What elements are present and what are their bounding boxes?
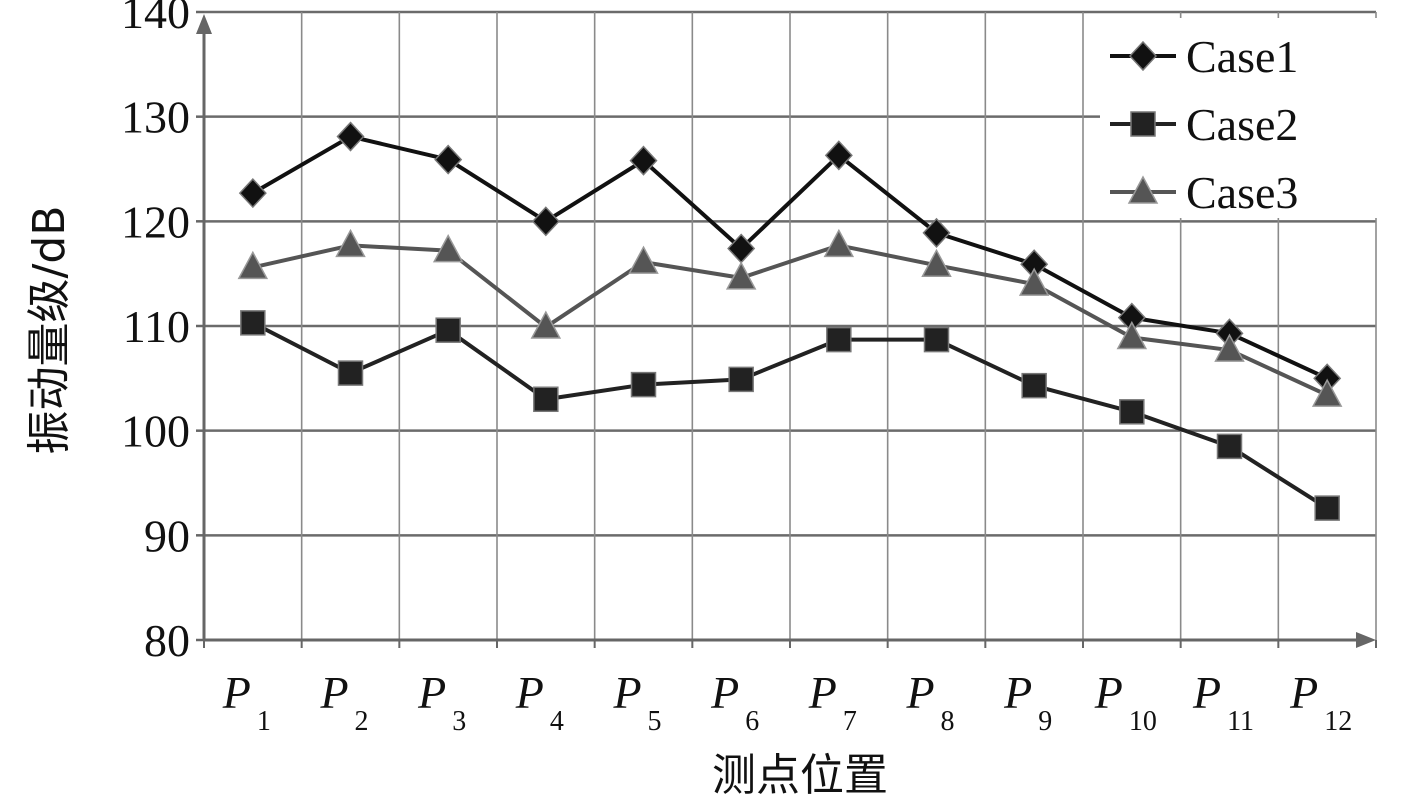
point-case2-p4 <box>533 386 559 413</box>
grid-lines <box>204 10 1377 640</box>
x-tick-label-9: P9 <box>1003 667 1052 737</box>
x-tick-label-7: P7 <box>808 667 857 737</box>
y-tick-label-120: 120 <box>121 196 190 247</box>
x-tick-labels: P1 P2 P3 P4 P5 P6 P7 P8 P9 P10 P11 P12 <box>222 667 1352 737</box>
x-tick-subscript-2: 2 <box>355 706 369 737</box>
point-case3-p9 <box>1018 267 1050 296</box>
x-tick-subscript-1: 1 <box>257 706 271 737</box>
legend: Case1 Case2 Case3 <box>1100 18 1378 218</box>
point-case3-p12 <box>1311 378 1343 407</box>
point-case3-p7 <box>823 228 855 258</box>
point-case2-p8 <box>923 326 950 353</box>
point-case1-p5 <box>629 145 658 176</box>
legend-label-case3: Case3 <box>1186 167 1298 218</box>
point-case3-p5 <box>628 245 659 274</box>
series-markers <box>237 121 1343 521</box>
x-tick-subscript-11: 11 <box>1227 706 1254 737</box>
axes <box>196 10 1377 648</box>
point-case2-p2 <box>337 360 364 386</box>
x-tick-subscript-7: 7 <box>843 706 857 737</box>
point-case2-p11 <box>1216 433 1243 460</box>
y-tick-labels: 80 90 100 110 120 130 140 <box>121 0 190 666</box>
point-case2-p3 <box>435 317 461 343</box>
point-case3-p1 <box>237 250 269 280</box>
x-tick-label-11: P11 <box>1192 667 1254 737</box>
x-tick-label-4: P4 <box>515 667 564 737</box>
point-case2-p9 <box>1021 372 1047 399</box>
x-tick-subscript-5: 5 <box>648 706 662 737</box>
point-case2-p5 <box>630 371 657 398</box>
x-axis-arrow <box>1356 632 1376 648</box>
x-tick-label-3: P3 <box>417 667 466 737</box>
x-tick-label-5: P5 <box>612 667 661 737</box>
point-case1-p1 <box>238 177 267 209</box>
legend-label-case1: Case1 <box>1186 31 1298 82</box>
point-case2-p7 <box>826 326 852 353</box>
point-case1-p7 <box>824 140 853 171</box>
x-tick-label-6: P6 <box>710 667 759 737</box>
y-axis-arrow <box>196 14 212 34</box>
point-case3-p6 <box>725 261 757 290</box>
y-tick-label-80: 80 <box>144 615 190 666</box>
y-axis-title: 振动量级/dB <box>24 206 75 455</box>
point-case3-p4 <box>530 310 562 339</box>
point-case3-p2 <box>335 228 366 258</box>
x-tick-subscript-12: 12 <box>1324 706 1352 737</box>
x-tick-subscript-10: 10 <box>1129 706 1157 737</box>
y-tick-label-90: 90 <box>144 510 190 561</box>
x-tick-subscript-4: 4 <box>550 706 564 737</box>
point-case1-p4 <box>531 206 560 237</box>
point-case3-p8 <box>921 248 952 278</box>
point-case3-p3 <box>432 234 464 263</box>
x-tick-subscript-8: 8 <box>941 706 955 737</box>
point-case1-p3 <box>434 144 463 175</box>
y-tick-label-100: 100 <box>121 406 190 457</box>
point-case3-p10 <box>1116 320 1148 350</box>
y-tick-label-130: 130 <box>121 92 190 143</box>
x-tick-label-2: P2 <box>319 667 368 737</box>
point-case3-p11 <box>1214 333 1245 362</box>
legend-marker-case1 <box>1128 40 1158 72</box>
x-tick-subscript-3: 3 <box>452 706 466 737</box>
series-line-case1 <box>251 134 1329 381</box>
x-tick-label-8: P8 <box>905 667 954 737</box>
x-tick-subscript-9: 9 <box>1038 706 1052 737</box>
point-case2-p6 <box>728 366 754 393</box>
x-tick-label-1: P1 <box>222 667 271 737</box>
point-case2-p10 <box>1119 399 1145 425</box>
point-case1-p8 <box>922 217 951 248</box>
point-case2-p1 <box>240 310 266 336</box>
series-line-case2 <box>251 321 1329 510</box>
x-tick-subscript-6: 6 <box>745 706 759 737</box>
x-tick-label-10: P10 <box>1094 667 1157 737</box>
x-axis-title: 测点位置 <box>712 750 888 800</box>
legend-marker-case2 <box>1130 111 1156 137</box>
point-case1-p2 <box>336 121 365 152</box>
series-lines <box>251 134 1329 510</box>
legend-label-case2: Case2 <box>1186 99 1298 150</box>
point-case2-p12 <box>1314 495 1340 521</box>
legend-marker-case3 <box>1127 175 1159 204</box>
series-line-case3 <box>252 243 1329 397</box>
y-tick-label-140: 140 <box>121 0 190 38</box>
y-tick-label-110: 110 <box>123 301 190 352</box>
x-tick-label-12: P12 <box>1289 667 1352 737</box>
